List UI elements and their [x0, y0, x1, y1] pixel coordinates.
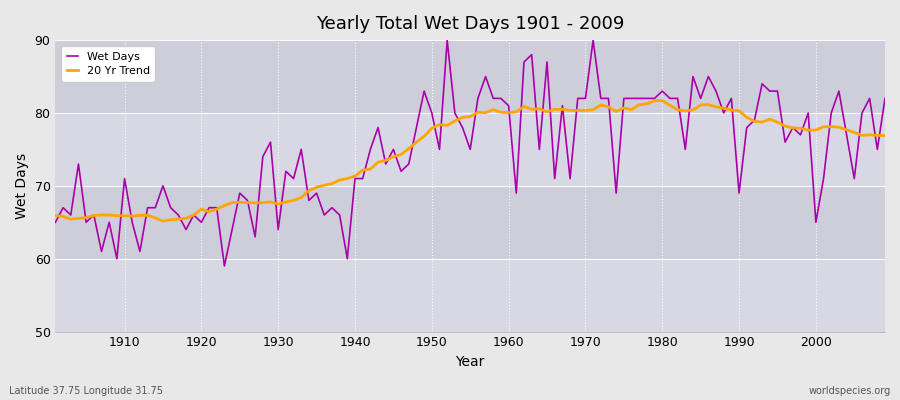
Line: 20 Yr Trend: 20 Yr Trend — [56, 100, 885, 221]
20 Yr Trend — [112, 214, 122, 218]
20 Yr Trend — [334, 178, 345, 182]
Bar — [56, 40, 885, 113]
Wet Days — [611, 191, 622, 196]
20 Yr Trend — [158, 219, 168, 224]
Bar — [56, 113, 885, 186]
Wet Days — [112, 256, 122, 261]
Y-axis label: Wet Days: Wet Days — [15, 153, 29, 219]
20 Yr Trend — [649, 98, 660, 103]
Wet Days — [511, 191, 522, 196]
Wet Days — [334, 212, 345, 217]
X-axis label: Year: Year — [455, 355, 485, 369]
Wet Days — [879, 96, 890, 101]
Text: worldspecies.org: worldspecies.org — [809, 386, 891, 396]
Bar — [56, 186, 885, 259]
Wet Days — [442, 38, 453, 42]
Wet Days — [518, 60, 529, 64]
Line: Wet Days: Wet Days — [56, 40, 885, 266]
20 Yr Trend — [879, 133, 890, 138]
20 Yr Trend — [503, 110, 514, 115]
Wet Days — [50, 220, 61, 225]
Wet Days — [288, 176, 299, 181]
Text: Latitude 37.75 Longitude 31.75: Latitude 37.75 Longitude 31.75 — [9, 386, 163, 396]
Title: Yearly Total Wet Days 1901 - 2009: Yearly Total Wet Days 1901 - 2009 — [316, 15, 625, 33]
Legend: Wet Days, 20 Yr Trend: Wet Days, 20 Yr Trend — [61, 46, 155, 82]
Wet Days — [219, 264, 230, 268]
20 Yr Trend — [288, 198, 299, 203]
Bar — [56, 259, 885, 332]
20 Yr Trend — [603, 104, 614, 109]
20 Yr Trend — [50, 213, 61, 218]
20 Yr Trend — [511, 110, 522, 114]
